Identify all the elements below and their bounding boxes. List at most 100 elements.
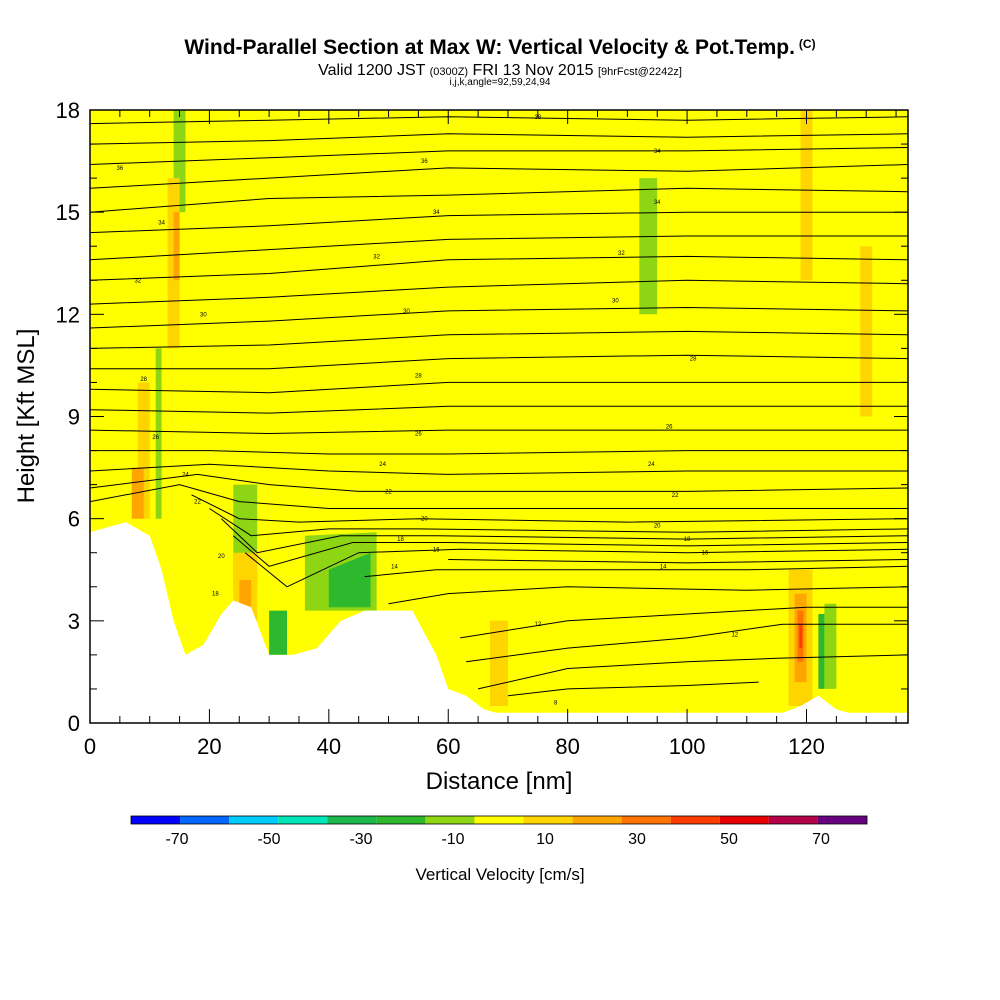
theta-contour-3	[90, 164, 908, 189]
theta-label-27: 28	[690, 357, 697, 363]
velocity-region-8	[191, 450, 222, 638]
velocity-region-21	[639, 178, 658, 315]
theta-contour-9	[90, 306, 908, 329]
theta-label-5: 26	[152, 435, 159, 441]
theta-label-19: 20	[421, 517, 428, 523]
colorbar-tick-label-0: -70	[165, 831, 188, 848]
colorbar-swatch-11	[670, 816, 720, 824]
theta-contour-22	[232, 535, 908, 567]
colorbar-frame	[130, 815, 868, 825]
theta-contour-18	[90, 484, 908, 509]
theta-label-35: 12	[534, 622, 541, 628]
theta-contour-13	[90, 405, 908, 414]
theta-label-0: 36	[117, 166, 124, 172]
colorbar-swatch-8	[523, 816, 573, 824]
x-tick-label-1: 20	[197, 734, 221, 759]
theta-label-7: 22	[194, 500, 201, 506]
theta-label-24: 34	[654, 200, 661, 206]
colorbar-tick-label-6: 50	[720, 831, 738, 848]
velocity-region-22	[328, 552, 371, 608]
velocity-region-37	[799, 624, 803, 649]
theta-label-17: 24	[379, 462, 386, 468]
velocity-region-12	[567, 110, 592, 247]
colorbar-swatch-5	[376, 816, 426, 824]
theta-label-9: 18	[212, 592, 219, 598]
theta-label-20: 18	[397, 537, 404, 543]
theta-contour-14	[90, 429, 908, 435]
theta-label-29: 24	[648, 462, 655, 468]
theta-label-16: 26	[415, 432, 422, 438]
copyright-mark: (C)	[798, 37, 816, 51]
grid-indices: i,j,k,angle=92,59,24,94	[449, 77, 551, 88]
theta-label-25: 32	[618, 251, 625, 257]
colorbar-swatch-14	[817, 816, 867, 824]
theta-label-12: 34	[433, 210, 440, 216]
theta-label-34: 14	[660, 564, 667, 570]
colorbar-swatch-3	[278, 816, 328, 824]
theta-label-21: 16	[433, 547, 440, 553]
velocity-region-16	[155, 348, 162, 519]
theta-contour-29	[477, 654, 908, 690]
y-axis-title: Height [Kft MSL]	[13, 329, 40, 504]
chart-title: Wind-Parallel Section at Max W: Vertical…	[0, 36, 1000, 60]
y-tick-label-0: 0	[68, 711, 80, 736]
x-axis-title: Distance [nm]	[426, 768, 573, 795]
utc-time: (0300Z)	[429, 66, 469, 78]
colorbar-swatch-0	[131, 816, 181, 824]
velocity-region-35	[173, 212, 180, 281]
y-tick-label-1: 3	[68, 609, 80, 634]
y-tick-label-2: 6	[68, 507, 80, 532]
velocity-region-31	[860, 246, 873, 417]
colorbar-tick-label-7: 70	[812, 831, 830, 848]
velocity-region-19	[824, 603, 837, 689]
theta-contour-12	[90, 381, 908, 394]
theta-contour-30	[507, 681, 759, 697]
velocity-region-10	[508, 110, 532, 298]
colorbar-tick-label-5: 30	[628, 831, 646, 848]
x-tick-label-6: 120	[788, 734, 825, 759]
x-tick-label-2: 40	[317, 734, 341, 759]
theta-label-22: 14	[391, 564, 398, 570]
theta-label-6: 24	[182, 472, 189, 478]
theta-contour-24	[448, 559, 908, 564]
theta-label-4: 28	[140, 377, 147, 383]
theta-label-3: 30	[200, 312, 207, 318]
theta-contour-1	[90, 133, 908, 145]
theta-label-18: 22	[385, 489, 392, 495]
theta-label-2: 32	[134, 278, 141, 284]
theta-label-23: 34	[654, 149, 661, 155]
colorbar-swatch-10	[621, 816, 671, 824]
y-tick-label-3: 9	[68, 405, 80, 430]
colorbar-swatch-9	[572, 816, 622, 824]
chart-subtitle: Valid 1200 JST (0300Z) FRI 13 Nov 2015 […	[0, 62, 1000, 80]
colorbar-swatch-7	[474, 816, 524, 824]
theta-label-10: 38	[534, 115, 541, 121]
colorbar-swatch-1	[180, 816, 230, 824]
theta-contour-11	[90, 354, 908, 370]
colorbar-tick-label-4: 10	[536, 831, 554, 848]
theta-contour-4	[90, 187, 908, 213]
theta-contour-2	[90, 147, 908, 165]
colorbar-tick-label-1: -50	[257, 831, 280, 848]
theta-label-36: 12	[731, 633, 738, 639]
theta-label-30: 22	[672, 493, 679, 499]
theta-contour-21	[221, 518, 908, 554]
theta-contour-17	[90, 473, 908, 492]
theta-contour-16	[90, 463, 908, 475]
velocity-region-28	[490, 620, 508, 706]
theta-label-15: 28	[415, 374, 422, 380]
colorbar: -70 -50 -30 -10 10 30 50 70	[130, 815, 868, 848]
theta-label-31: 20	[654, 524, 661, 530]
x-tick-label-3: 60	[436, 734, 460, 759]
chart-title-text: Wind-Parallel Section at Max W: Vertical…	[184, 36, 795, 59]
velocity-region-24	[818, 614, 825, 689]
valid-date: FRI 13 Nov 2015	[468, 62, 598, 79]
theta-contour-26	[388, 586, 908, 605]
theta-label-37: 8	[554, 701, 558, 707]
velocity-region-34	[131, 467, 144, 519]
theta-contour-7	[90, 255, 908, 281]
velocity-region-11	[496, 110, 514, 213]
theta-label-11: 36	[421, 159, 428, 165]
